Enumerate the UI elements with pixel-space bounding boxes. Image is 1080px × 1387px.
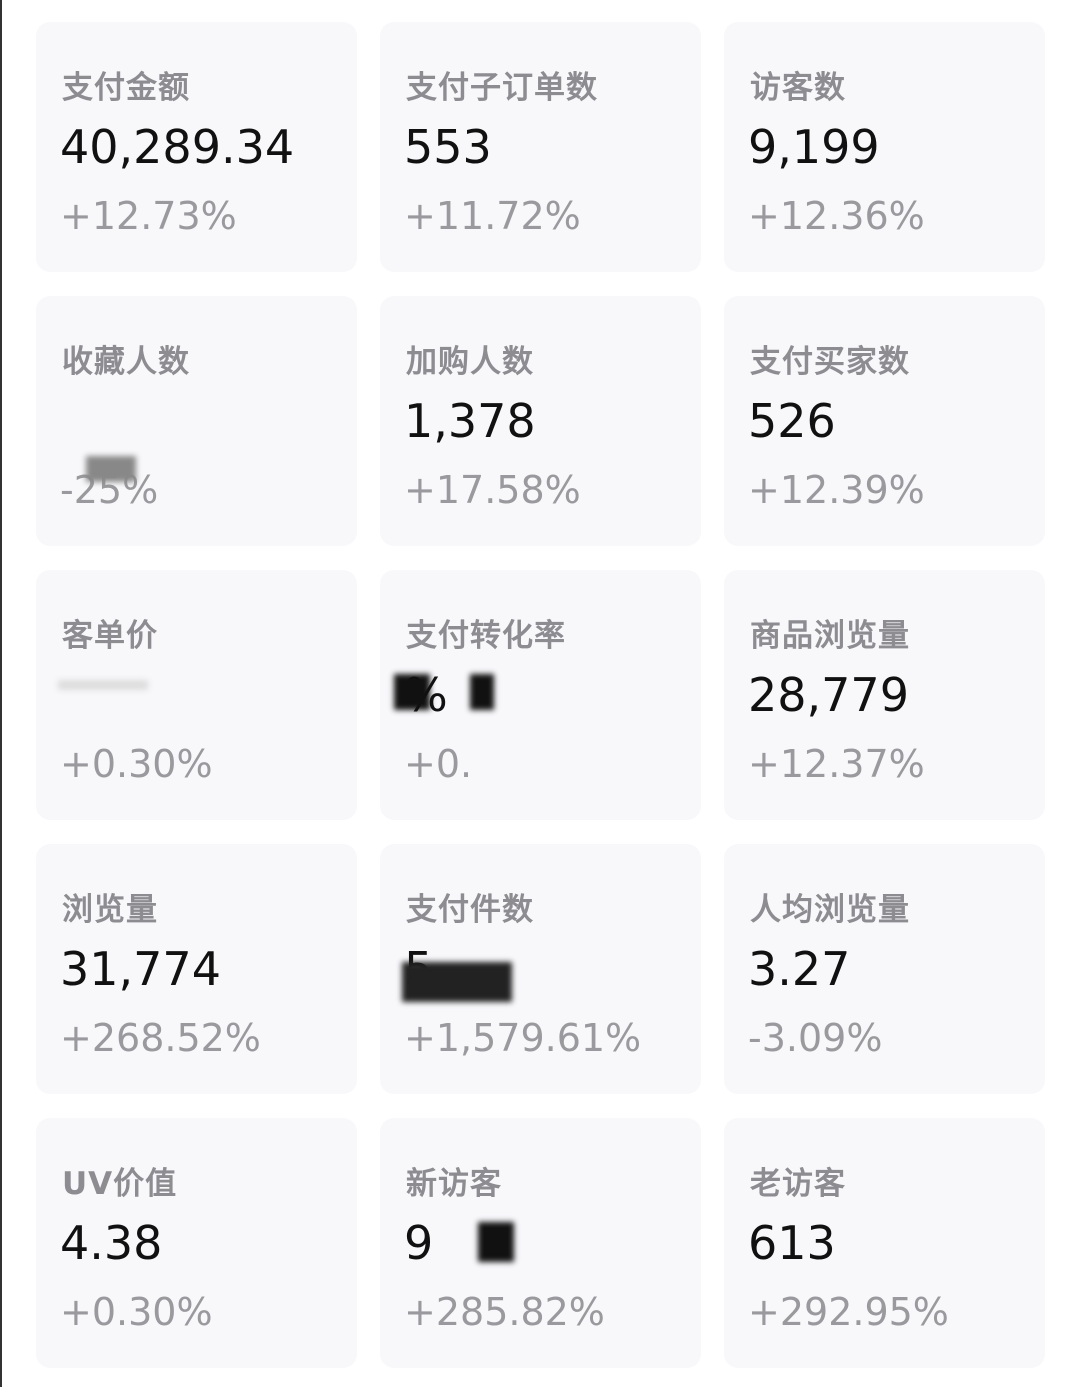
metric-card[interactable]: 支付件数5+1,579.61% bbox=[380, 844, 701, 1094]
metric-value: 613 bbox=[748, 1216, 836, 1270]
metric-card[interactable]: 支付转化率%+0. bbox=[380, 570, 701, 820]
metric-label: 支付转化率 bbox=[406, 618, 566, 654]
metric-card[interactable]: 访客数 9,199 +12.36% bbox=[724, 22, 1045, 272]
redaction-mark bbox=[394, 674, 514, 710]
metric-card[interactable]: 商品浏览量 28,779 +12.37% bbox=[724, 570, 1045, 820]
metric-value: 526 bbox=[748, 394, 836, 448]
metric-card[interactable]: 加购人数 1,378 +17.58% bbox=[380, 296, 701, 546]
metric-value: 9,199 bbox=[748, 120, 880, 174]
metric-change: +292.95% bbox=[748, 1290, 949, 1334]
metric-change: +0.30% bbox=[60, 742, 213, 786]
metric-label: 支付买家数 bbox=[750, 344, 910, 380]
metric-change: +1,579.61% bbox=[404, 1016, 642, 1060]
metric-change: +11.72% bbox=[404, 194, 581, 238]
metric-label: 收藏人数 bbox=[62, 344, 190, 380]
metric-label: 支付金额 bbox=[62, 70, 190, 106]
redaction-mark bbox=[390, 1222, 514, 1262]
metric-label: 浏览量 bbox=[62, 892, 158, 928]
metric-card[interactable]: 支付子订单数 553 +11.72% bbox=[380, 22, 701, 272]
metric-label: 新访客 bbox=[406, 1166, 502, 1202]
metric-card[interactable]: 支付金额 40,289.34 +12.73% bbox=[36, 22, 357, 272]
metric-value: 28,779 bbox=[748, 668, 909, 722]
metric-label: UV价值 bbox=[62, 1166, 178, 1202]
metric-change: +12.37% bbox=[748, 742, 925, 786]
metrics-grid: 支付金额 40,289.34 +12.73% 支付子订单数 553 +11.72% 访客数 9… bbox=[36, 22, 1045, 1368]
metric-value: 3.27 bbox=[748, 942, 851, 996]
metric-card[interactable]: 客单价 +0.30% bbox=[36, 570, 357, 820]
metric-label: 老访客 bbox=[750, 1166, 846, 1202]
metric-label: 商品浏览量 bbox=[750, 618, 910, 654]
metric-change: +12.36% bbox=[748, 194, 925, 238]
metric-change: +17.58% bbox=[404, 468, 581, 512]
metric-label: 客单价 bbox=[62, 618, 158, 654]
metric-label: 人均浏览量 bbox=[750, 892, 910, 928]
metric-card[interactable]: 人均浏览量 3.27 -3.09% bbox=[724, 844, 1045, 1094]
metric-card[interactable]: 支付买家数 526 +12.39% bbox=[724, 296, 1045, 546]
metric-change: +285.82% bbox=[404, 1290, 605, 1334]
metric-value: 40,289.34 bbox=[60, 120, 295, 174]
metric-card[interactable]: 新访客9+285.82% bbox=[380, 1118, 701, 1368]
metric-change: +268.52% bbox=[60, 1016, 261, 1060]
metric-change: +0. bbox=[404, 742, 473, 786]
metric-change: -3.09% bbox=[748, 1016, 883, 1060]
redaction-mark bbox=[402, 962, 512, 1002]
redaction-mark bbox=[86, 456, 136, 482]
metric-change: +12.39% bbox=[748, 468, 925, 512]
metric-card[interactable]: 浏览量 31,774 +268.52% bbox=[36, 844, 357, 1094]
metric-card[interactable]: 收藏人数 -25% bbox=[36, 296, 357, 546]
metric-value: 31,774 bbox=[60, 942, 221, 996]
metric-label: 加购人数 bbox=[406, 344, 534, 380]
redaction-mark bbox=[58, 680, 148, 690]
metric-value: 1,378 bbox=[404, 394, 536, 448]
metric-value: 4.38 bbox=[60, 1216, 163, 1270]
metric-value: 553 bbox=[404, 120, 492, 174]
metric-label: 支付子订单数 bbox=[406, 70, 598, 106]
metric-change: +0.30% bbox=[60, 1290, 213, 1334]
metric-change: +12.73% bbox=[60, 194, 237, 238]
metric-card[interactable]: UV价值 4.38 +0.30% bbox=[36, 1118, 357, 1368]
metric-label: 支付件数 bbox=[406, 892, 534, 928]
metric-label: 访客数 bbox=[750, 70, 846, 106]
metric-card[interactable]: 老访客 613 +292.95% bbox=[724, 1118, 1045, 1368]
